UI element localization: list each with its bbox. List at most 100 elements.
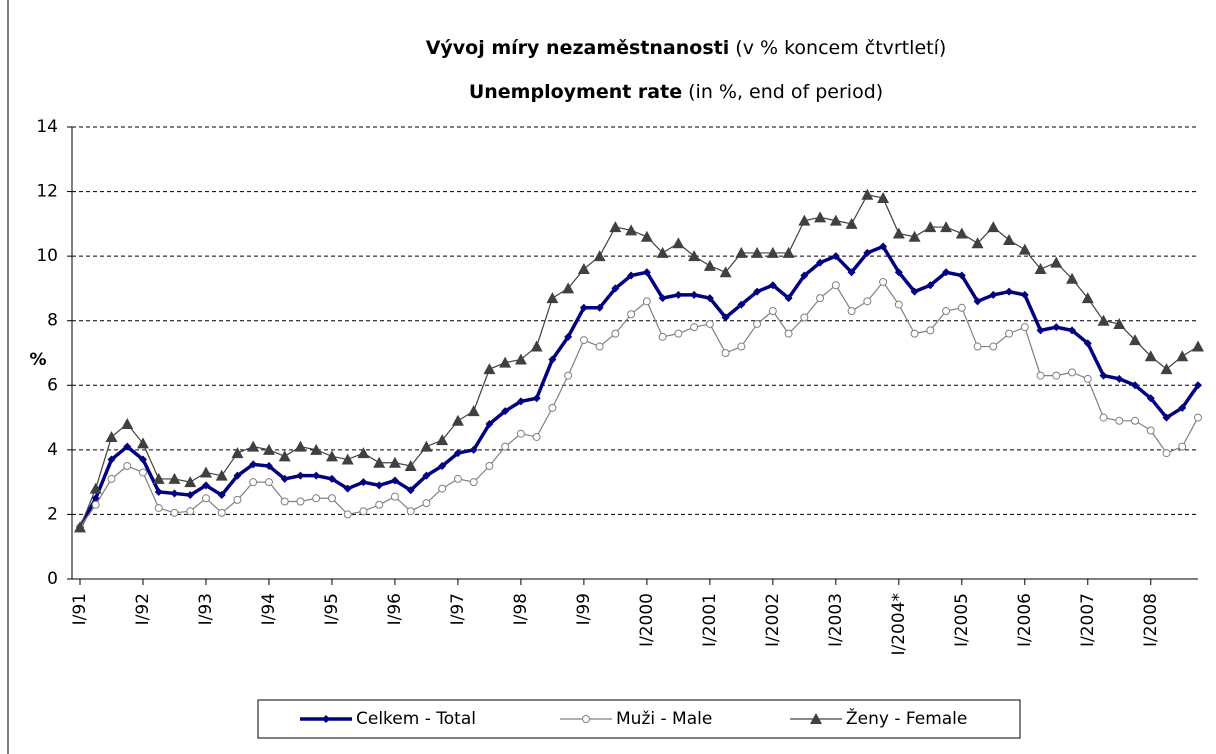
x-tick-label: I/2007 (1078, 593, 1098, 647)
data-point (924, 221, 937, 233)
x-tick-label: I/2005 (952, 593, 972, 647)
x-tick-label: I/2008 (1141, 593, 1161, 647)
data-point (107, 474, 116, 483)
data-point (485, 420, 494, 429)
data-point (453, 474, 462, 483)
x-tick-label: I/91 (70, 593, 90, 625)
data-point (735, 246, 748, 258)
data-point (910, 329, 919, 338)
data-point (373, 456, 386, 468)
data-point (296, 471, 305, 480)
data-point (627, 310, 636, 319)
y-axis-label: % (29, 350, 46, 370)
x-tick-label: I/92 (133, 593, 153, 625)
data-point (168, 472, 181, 484)
data-point (548, 403, 557, 412)
data-point (501, 407, 510, 416)
data-point (264, 462, 273, 470)
data-point (955, 227, 968, 239)
data-point (499, 356, 512, 368)
data-point (262, 443, 275, 455)
data-point (548, 355, 557, 364)
y-tick-label: 0 (47, 569, 58, 589)
data-point (170, 489, 179, 498)
x-tick-label: I/2000 (637, 593, 657, 647)
data-point (247, 440, 260, 452)
data-point (1115, 374, 1124, 383)
data-point (892, 227, 905, 239)
data-point (1066, 272, 1079, 284)
data-point (375, 481, 384, 490)
legend-label: Celkem - Total (356, 709, 476, 729)
data-point (940, 221, 953, 233)
data-point (107, 455, 116, 464)
data-point (973, 342, 982, 351)
data-point (1018, 243, 1031, 255)
data-point (390, 476, 399, 485)
data-point (674, 290, 683, 299)
data-point (957, 271, 966, 280)
data-point (957, 303, 966, 312)
data-point (1178, 442, 1187, 451)
y-tick-label: 14 (36, 117, 58, 137)
y-tick-label: 2 (47, 504, 58, 524)
data-point (1194, 381, 1202, 390)
data-point (611, 329, 620, 338)
chart-subtitle: Unemployment rate (in %, end of period) (469, 81, 883, 103)
y-tick-label: 8 (47, 311, 58, 331)
data-point (1020, 323, 1029, 332)
data-point (987, 221, 1000, 233)
data-point (123, 442, 132, 451)
series-line (79, 280, 1199, 528)
data-point (327, 494, 336, 503)
data-point (89, 482, 102, 494)
data-point (721, 313, 730, 322)
data-point (1176, 350, 1189, 362)
y-tick-label: 12 (36, 182, 58, 202)
subtitle-note: (in %, end of period) (688, 81, 883, 103)
chart-title: Vývoj míry nezaměstnanosti (v % koncem č… (426, 37, 947, 59)
data-point (199, 466, 212, 478)
data-point (388, 456, 401, 468)
data-point (1131, 381, 1140, 390)
data-point (705, 319, 714, 328)
x-tick-label: I/2002 (763, 593, 783, 647)
data-point (467, 405, 480, 417)
data-point (926, 281, 935, 290)
data-point (863, 248, 872, 257)
data-point (816, 294, 825, 303)
data-point (737, 300, 746, 309)
data-point (845, 217, 858, 229)
x-tick-label: I/94 (259, 593, 279, 625)
data-point (453, 449, 462, 458)
data-point (105, 430, 118, 442)
data-point (1162, 413, 1171, 422)
data-point (438, 462, 447, 470)
data-point (595, 342, 604, 351)
x-tick-label: I/93 (196, 593, 216, 625)
data-point (1068, 326, 1077, 335)
data-point (737, 342, 746, 351)
data-point (530, 340, 543, 352)
data-point (390, 492, 399, 501)
data-point (121, 418, 134, 430)
data-point (438, 484, 447, 493)
data-point (625, 224, 638, 236)
x-tick-label: I/98 (511, 593, 531, 625)
data-point (784, 329, 793, 338)
data-point (800, 313, 809, 322)
data-point (861, 188, 874, 200)
data-point (1194, 413, 1202, 422)
data-point (469, 478, 478, 487)
x-tick-label: I/99 (574, 593, 594, 625)
data-point (1052, 371, 1061, 380)
data-point (264, 478, 273, 487)
title-bold: Vývoj míry nezaměstnanosti (426, 37, 730, 59)
data-point (989, 342, 998, 351)
data-point (768, 281, 777, 290)
y-tick-label: 10 (36, 246, 58, 266)
data-point (152, 472, 165, 484)
data-point (753, 319, 762, 328)
data-point (674, 329, 683, 338)
